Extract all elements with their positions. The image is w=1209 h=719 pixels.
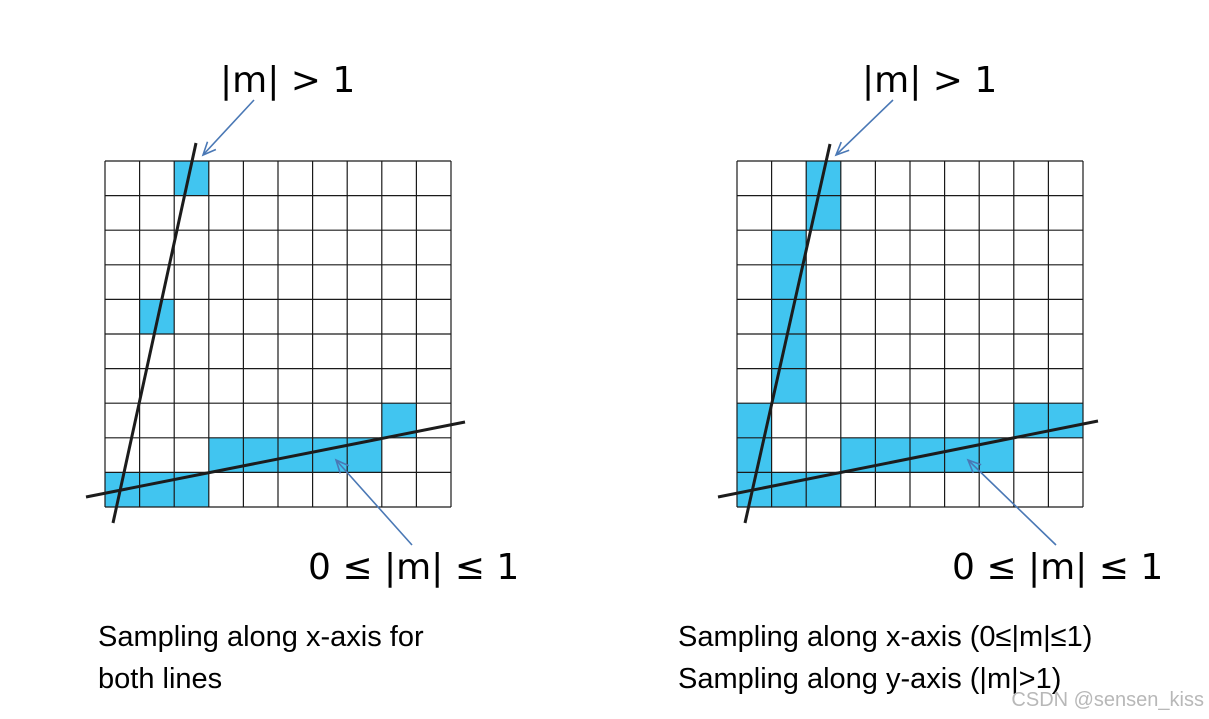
arrow-head <box>834 141 850 157</box>
pixel-grid-right <box>736 160 1084 508</box>
filled-pixel <box>1048 403 1083 438</box>
panel-sampling-x-both: |m| > 1 0 ≤ |m| ≤ 1 Sampling along x-axi… <box>85 60 519 695</box>
arrow-shaft <box>335 459 413 546</box>
steep-label-arrow-left <box>201 99 255 157</box>
filled-pixel <box>771 472 807 507</box>
filled-pixel <box>944 437 980 473</box>
shallow-slope-label-left: 0 ≤ |m| ≤ 1 <box>308 547 519 588</box>
watermark: CSDN @sensen_kiss <box>1011 689 1204 711</box>
shallow-label-arrow-left <box>334 458 413 546</box>
steep-label-arrow-right <box>834 99 894 157</box>
filled-pixel <box>771 334 807 369</box>
caption-line-1-right: Sampling along x-axis (0≤|m|≤1) <box>678 621 1092 653</box>
arrow-head <box>334 458 350 474</box>
filled-pixel <box>771 230 807 265</box>
steep-slope-label-left: |m| > 1 <box>220 60 355 101</box>
shallow-line-right <box>717 419 1099 499</box>
arrow-head <box>966 458 982 474</box>
pixel-grid-left <box>104 160 452 508</box>
shallow-slope-label-right: 0 ≤ |m| ≤ 1 <box>952 547 1163 588</box>
caption-line-2-right: Sampling along y-axis (|m|>1) <box>678 663 1061 695</box>
filled-pixel <box>243 437 278 473</box>
steep-line-left <box>111 142 198 524</box>
shallow-line-left <box>85 420 466 499</box>
filled-pixel <box>875 437 910 473</box>
caption-line-2-left: both lines <box>98 663 222 695</box>
steep-line-right <box>743 143 832 524</box>
arrow-shaft <box>967 459 1057 546</box>
arrow-shaft <box>835 99 894 156</box>
filled-pixels-left <box>105 161 417 507</box>
panel-sampling-x-and-y: |m| > 1 0 ≤ |m| ≤ 1 Sampling along x-axi… <box>678 60 1163 695</box>
filled-pixel <box>139 472 175 507</box>
arrow-shaft <box>202 99 255 156</box>
steep-slope-label-right: |m| > 1 <box>862 60 997 101</box>
filled-pixel <box>737 437 772 473</box>
caption-line-1-left: Sampling along x-axis for <box>98 621 424 653</box>
shallow-label-arrow-right <box>966 458 1057 546</box>
arrow-head <box>201 141 217 157</box>
